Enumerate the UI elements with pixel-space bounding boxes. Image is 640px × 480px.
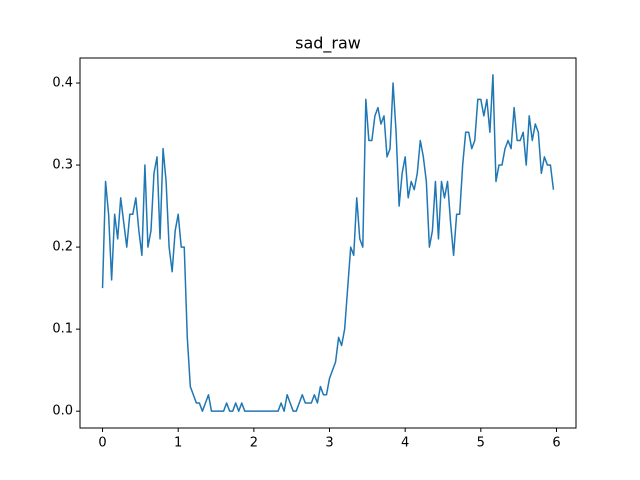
y-tick-label: 0.4 bbox=[52, 76, 73, 91]
x-tick-label: 2 bbox=[250, 436, 258, 451]
x-tick-label: 0 bbox=[98, 436, 106, 451]
x-tick-label: 6 bbox=[552, 436, 560, 451]
y-tick-label: 0.3 bbox=[52, 158, 73, 173]
data-line bbox=[101, 74, 555, 412]
y-tick-label: 0.2 bbox=[52, 240, 73, 255]
x-tick-label: 5 bbox=[477, 436, 485, 451]
y-tick-label: 0.0 bbox=[52, 404, 73, 419]
chart-title: sad_raw bbox=[295, 34, 361, 54]
x-tick-label: 4 bbox=[401, 436, 409, 451]
x-tick-label: 3 bbox=[325, 436, 333, 451]
plot-frame bbox=[79, 57, 577, 429]
x-tick-label: 1 bbox=[174, 436, 182, 451]
y-tick-label: 0.1 bbox=[52, 322, 73, 337]
